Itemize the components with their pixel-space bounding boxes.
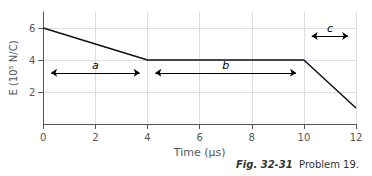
svg-text:Fig. 32-31: Fig. 32-31	[236, 159, 293, 170]
svg-text:0: 0	[40, 132, 46, 143]
svg-text:E (10⁵ N/C): E (10⁵ N/C)	[8, 40, 19, 95]
svg-text:b: b	[222, 59, 229, 72]
svg-text:6: 6	[29, 23, 35, 34]
svg-text:12: 12	[350, 132, 363, 143]
svg-text:6: 6	[196, 132, 202, 143]
svg-text:a: a	[92, 59, 99, 72]
svg-text:10: 10	[298, 132, 311, 143]
svg-text:8: 8	[249, 132, 255, 143]
svg-text:Time (μs): Time (μs)	[173, 146, 226, 159]
svg-text:2: 2	[92, 132, 98, 143]
svg-text:c: c	[327, 22, 333, 35]
svg-text:4: 4	[29, 55, 35, 66]
svg-text:Problem 19.: Problem 19.	[293, 159, 359, 170]
svg-text:4: 4	[144, 132, 150, 143]
svg-text:2: 2	[29, 87, 35, 98]
